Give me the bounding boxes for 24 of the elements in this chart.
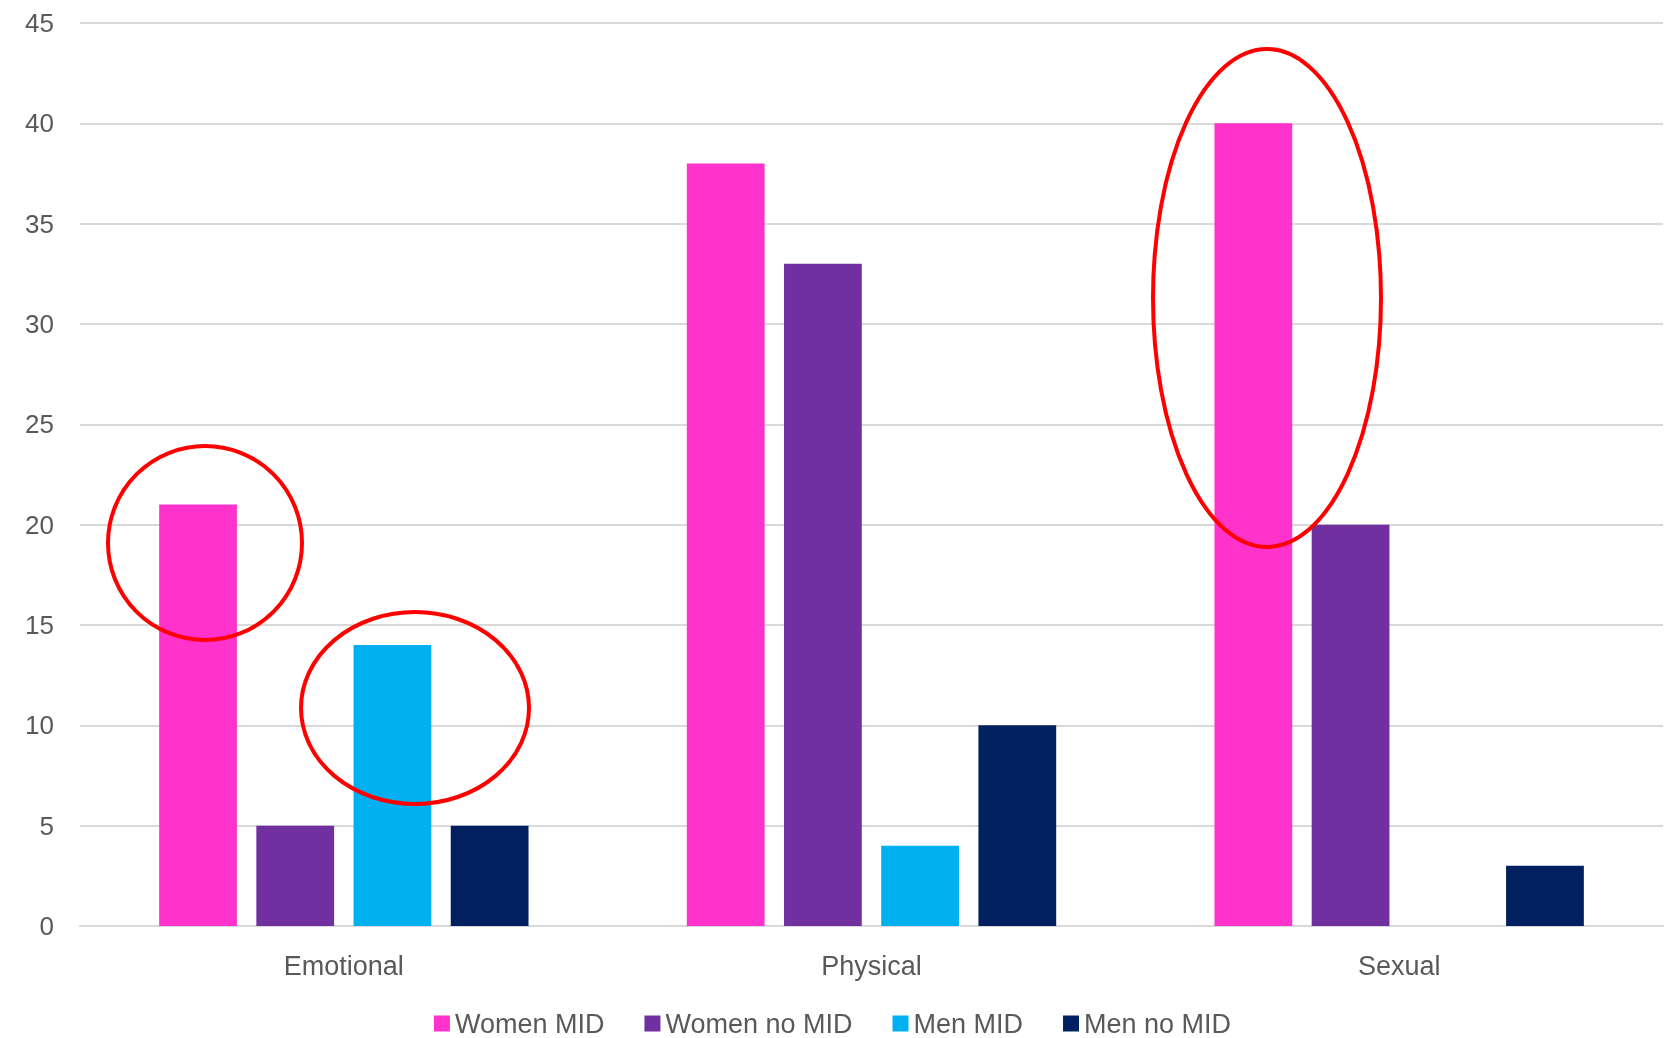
legend-label: Men MID (913, 1008, 1024, 1038)
legend-label: Women MID (454, 1008, 605, 1038)
y-tick-label: 30 (25, 309, 54, 339)
y-tick-label: 25 (25, 409, 54, 440)
bar (881, 845, 959, 926)
y-tick-label: 5 (39, 810, 54, 841)
y-tick-label: 20 (25, 509, 54, 540)
y-tick-label: 0 (39, 911, 54, 941)
bar (686, 163, 765, 926)
bar (784, 263, 862, 926)
y-tick-label: 40 (25, 108, 54, 139)
bar (978, 725, 1057, 926)
bar (450, 825, 529, 926)
x-tick-label: Sexual (1357, 950, 1441, 981)
bar (256, 825, 335, 926)
legend-label: Men no MID (1084, 1008, 1232, 1038)
y-tick-label: 15 (25, 610, 54, 640)
bar (1506, 865, 1584, 926)
x-tick-label: Emotional (283, 950, 404, 981)
legend-label: Women no MID (665, 1008, 853, 1038)
y-tick-label: 45 (25, 8, 54, 38)
y-tick-label: 10 (25, 710, 54, 741)
y-tick-label: 35 (25, 208, 54, 239)
x-tick-label: Physical (821, 950, 922, 981)
